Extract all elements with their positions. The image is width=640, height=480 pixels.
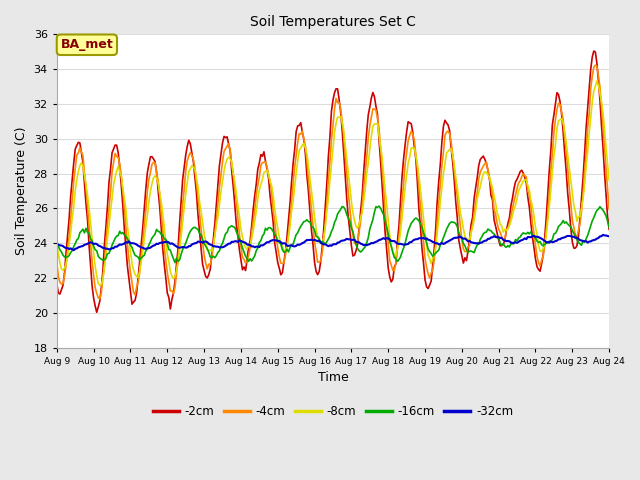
- -16cm: [53, 238, 61, 244]
- -32cm: [53, 241, 61, 247]
- -4cm: [96, 296, 104, 301]
- -32cm: [400, 242, 408, 248]
- -16cm: [171, 260, 179, 265]
- -8cm: [53, 243, 61, 249]
- -16cm: [389, 250, 397, 255]
- -32cm: [387, 238, 395, 244]
- Title: Soil Temperatures Set C: Soil Temperatures Set C: [250, 15, 416, 29]
- -16cm: [541, 241, 548, 247]
- -2cm: [53, 281, 61, 287]
- -8cm: [96, 282, 104, 288]
- X-axis label: Time: Time: [317, 371, 348, 384]
- -2cm: [400, 156, 408, 162]
- -32cm: [369, 240, 377, 246]
- -8cm: [400, 199, 408, 205]
- -2cm: [68, 177, 76, 182]
- -16cm: [369, 217, 377, 223]
- -2cm: [93, 310, 100, 315]
- -2cm: [369, 90, 377, 96]
- -8cm: [369, 123, 377, 129]
- -8cm: [605, 178, 613, 183]
- -32cm: [157, 240, 165, 246]
- -4cm: [53, 260, 61, 265]
- -32cm: [599, 232, 607, 238]
- -2cm: [605, 227, 613, 232]
- -4cm: [157, 210, 165, 216]
- -4cm: [369, 106, 377, 112]
- Text: BA_met: BA_met: [61, 38, 113, 51]
- Line: -8cm: -8cm: [57, 81, 609, 285]
- -4cm: [591, 62, 599, 68]
- -4cm: [68, 197, 76, 203]
- -2cm: [540, 252, 547, 258]
- Legend: -2cm, -4cm, -8cm, -16cm, -32cm: -2cm, -4cm, -8cm, -16cm, -32cm: [148, 400, 518, 423]
- Y-axis label: Soil Temperature (C): Soil Temperature (C): [15, 127, 28, 255]
- -4cm: [400, 181, 408, 187]
- -16cm: [401, 240, 409, 246]
- -32cm: [540, 237, 547, 243]
- -2cm: [157, 223, 165, 229]
- -4cm: [540, 253, 547, 259]
- -8cm: [157, 198, 165, 204]
- -16cm: [375, 203, 383, 209]
- -8cm: [387, 244, 395, 250]
- -8cm: [68, 215, 76, 221]
- -2cm: [590, 48, 598, 54]
- Line: -4cm: -4cm: [57, 65, 609, 299]
- -4cm: [387, 262, 395, 268]
- Line: -16cm: -16cm: [57, 206, 609, 263]
- -4cm: [605, 206, 613, 212]
- Line: -2cm: -2cm: [57, 51, 609, 312]
- -16cm: [605, 224, 613, 230]
- Line: -32cm: -32cm: [57, 235, 609, 250]
- -32cm: [70, 247, 77, 253]
- -32cm: [605, 233, 613, 239]
- -8cm: [593, 78, 601, 84]
- -16cm: [68, 248, 76, 253]
- -8cm: [540, 246, 547, 252]
- -16cm: [156, 229, 163, 235]
- -32cm: [68, 246, 76, 252]
- -2cm: [387, 279, 395, 285]
